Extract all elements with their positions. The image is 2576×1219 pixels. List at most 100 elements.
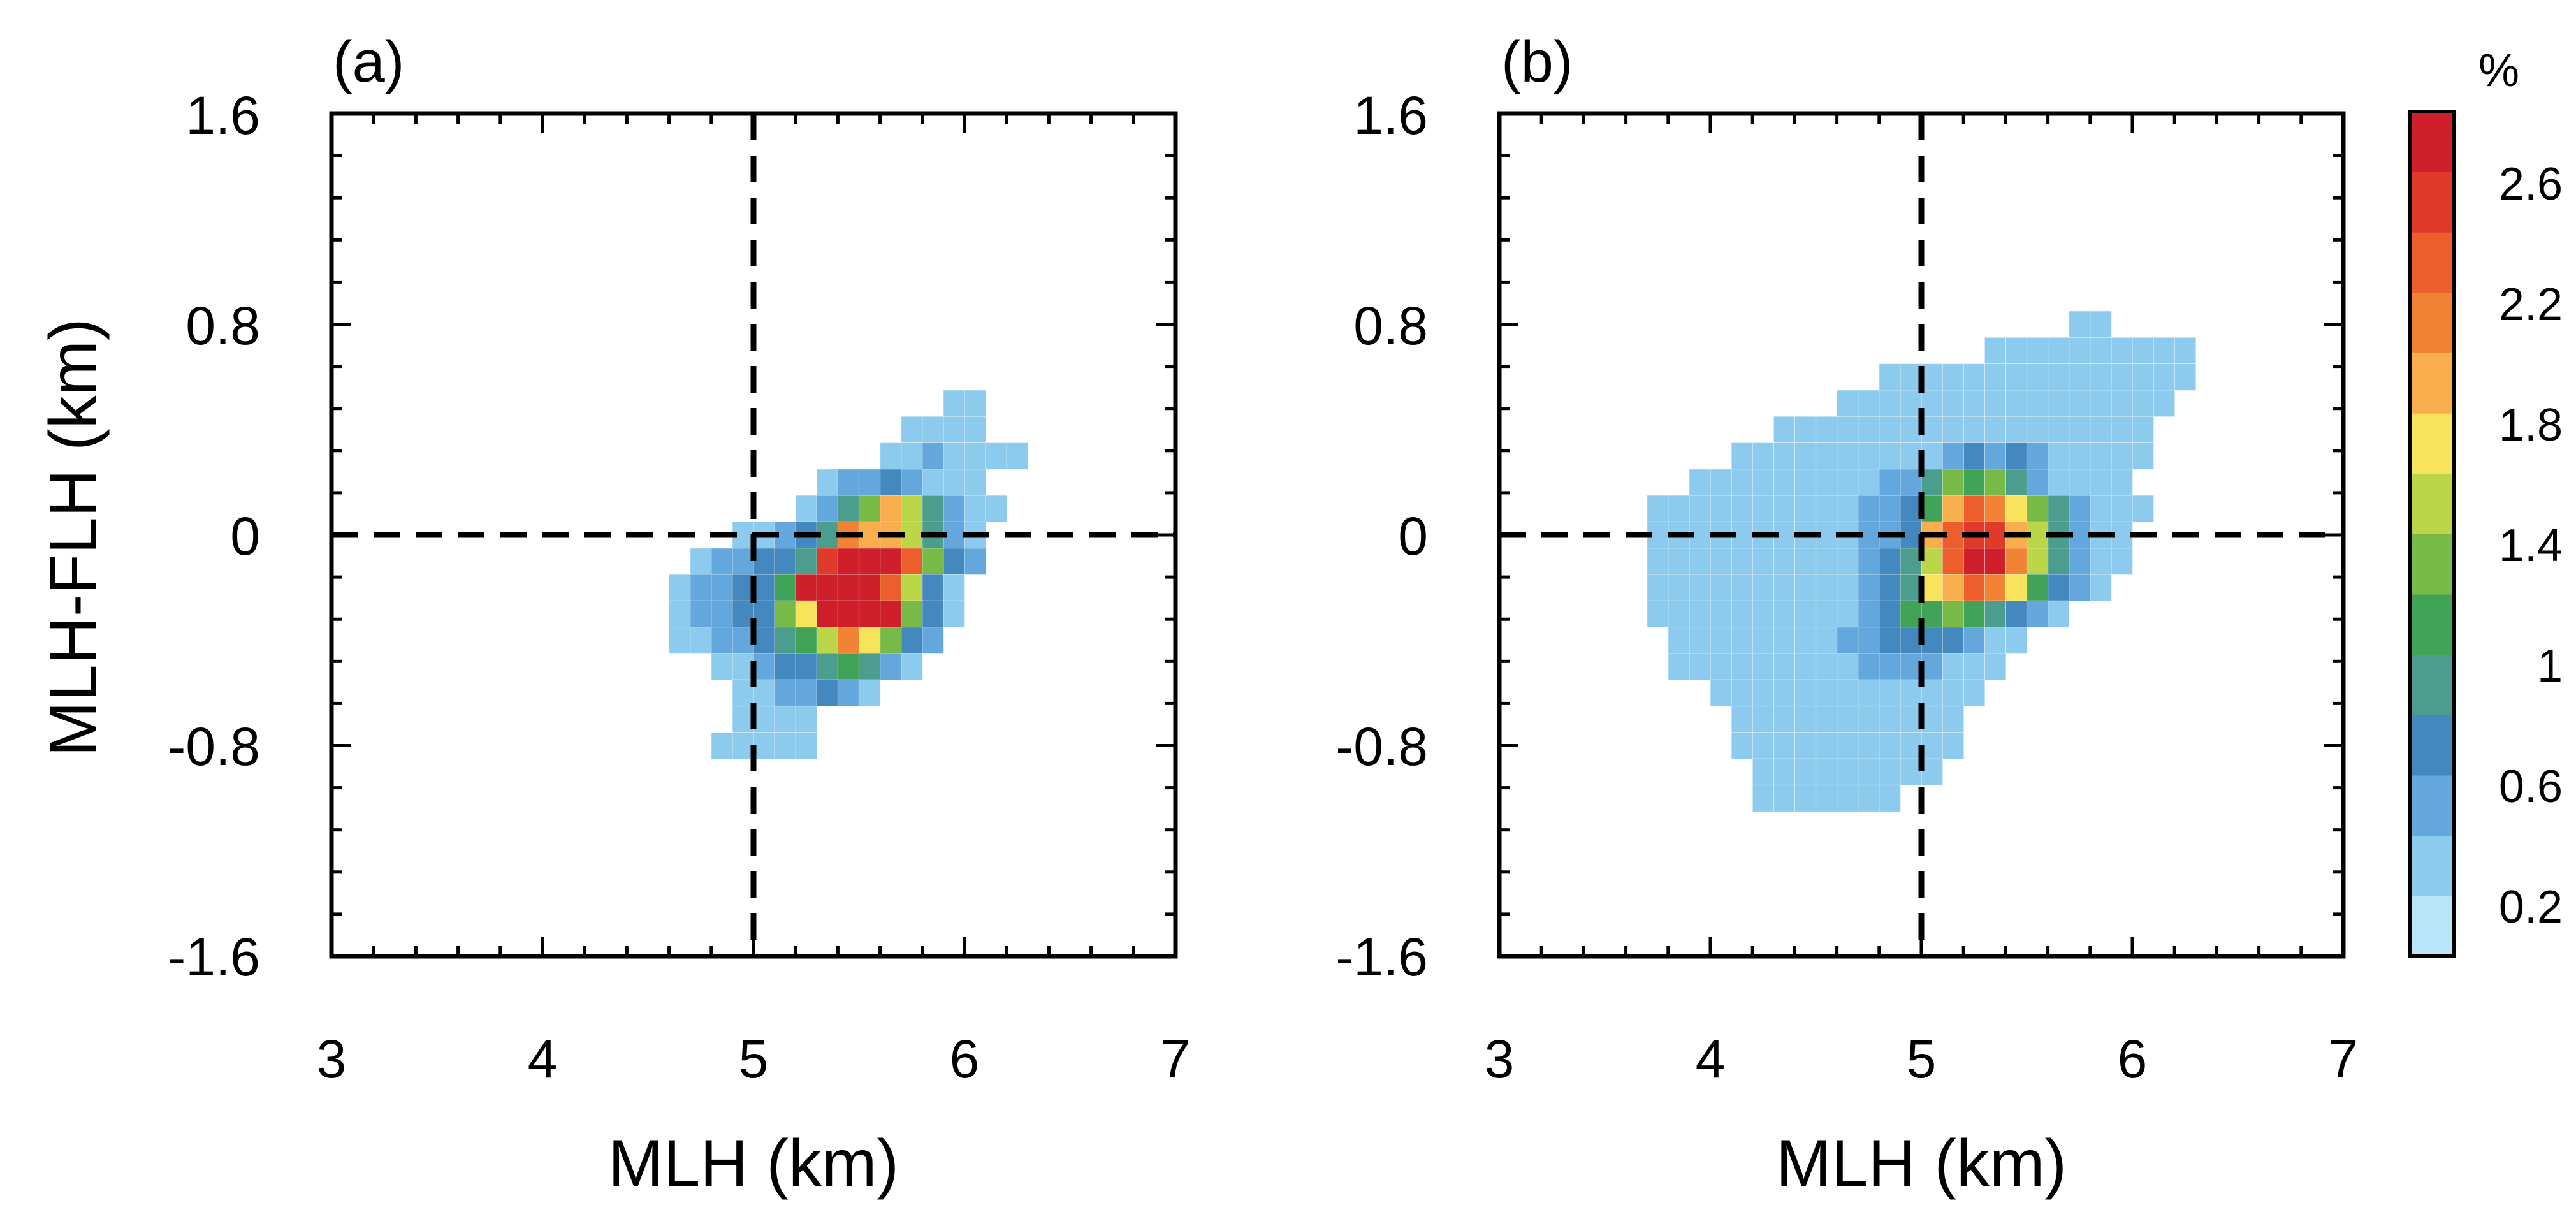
heatmap-cell (1773, 679, 1796, 707)
heatmap-cell (1794, 784, 1817, 813)
x-tick-label: 4 (1696, 1029, 1726, 1089)
heatmap-cell (1773, 600, 1796, 628)
heatmap-cell (1942, 390, 1965, 418)
heatmap-cell (2005, 548, 2028, 576)
heatmap-cell (1879, 574, 1902, 602)
heatmap-cell (1689, 469, 1712, 497)
heatmap-cell (816, 679, 839, 707)
colorbar-box (2410, 715, 2454, 776)
heatmap-cell (922, 626, 945, 655)
heatmap-cell (1942, 469, 1965, 497)
heatmap-cell (668, 600, 691, 628)
heatmap-cell (2069, 363, 2091, 391)
heatmap-cell (2153, 363, 2176, 391)
heatmap-cell (1837, 442, 1859, 470)
heatmap-cell (1837, 574, 1859, 602)
heatmap-cell (774, 548, 797, 576)
heatmap-cell (2005, 337, 2028, 365)
heatmap-cell (1984, 574, 2007, 602)
heatmap-cell (985, 442, 1008, 470)
heatmap-cell (1921, 626, 1944, 655)
heatmap-cell (2090, 416, 2113, 444)
x-tick-label: 4 (528, 1029, 558, 1089)
heatmap-cell (1921, 732, 1944, 760)
heatmap-cell (2111, 390, 2134, 418)
heatmap-cell (1858, 679, 1880, 707)
heatmap-cell (1963, 442, 1986, 470)
heatmap-cell (1731, 469, 1754, 497)
heatmap-cell (711, 732, 734, 760)
heatmap-cell (837, 574, 860, 602)
heatmap-cell (1815, 495, 1838, 523)
heatmap-cell (837, 469, 860, 497)
heatmap-cell (816, 548, 839, 576)
heatmap-cell (1710, 679, 1733, 707)
heatmap-cell (1858, 390, 1880, 418)
colorbar-box (2410, 534, 2454, 595)
heatmap-cell (2132, 390, 2155, 418)
heatmap-cell (2005, 574, 2028, 602)
heatmap-cell (1752, 784, 1775, 813)
colorbar-tick-label: 0.2 (2499, 882, 2563, 933)
heatmap-cell (816, 600, 839, 628)
heatmap-cell (2111, 495, 2134, 523)
colorbar-frame (2408, 110, 2456, 958)
heatmap-cell (2111, 337, 2134, 365)
heatmap-cell (2026, 469, 2049, 497)
heatmap-cell (1879, 416, 1902, 444)
heatmap-cell (2090, 363, 2113, 391)
heatmap-cell (1647, 600, 1669, 628)
colorbar-box (2410, 112, 2454, 173)
heatmap-cell (837, 548, 860, 576)
heatmap-cell (1921, 705, 1944, 734)
heatmap-cell (1942, 705, 1965, 734)
heatmap-cell (1879, 732, 1902, 760)
heatmap-cell (901, 495, 923, 523)
heatmap-cell (1837, 495, 1859, 523)
heatmap-cell (1900, 600, 1923, 628)
heatmap-cell (753, 548, 776, 576)
panel-b: (b) 1.6 0.8 0 -0.8 -1.6 3 4 5 6 7 MLH (k… (1335, 29, 2358, 1201)
heatmap-cell (1837, 469, 1859, 497)
heatmap-cell (2048, 469, 2070, 497)
heatmap-cell (1963, 363, 1986, 391)
heatmap-cell (711, 548, 734, 576)
colorbar: % 2.6 2.2 1.8 1.4 1 0.6 0.2 (2408, 45, 2563, 958)
heatmap-cell (1879, 626, 1902, 655)
colorbar-tick-label: 1.4 (2499, 520, 2563, 571)
heatmap-cell (2111, 548, 2134, 576)
heatmap-cell (732, 732, 755, 760)
heatmap-cell (2005, 363, 2028, 391)
heatmap-cell (1879, 548, 1902, 576)
heatmap-cell (1647, 574, 1669, 602)
heatmap-cell (1942, 653, 1965, 681)
heatmap-cell (1668, 495, 1691, 523)
heatmap-cell (2132, 337, 2155, 365)
heatmap-cell (1752, 626, 1775, 655)
heatmap-cell (1815, 626, 1838, 655)
heatmap-cell (2069, 337, 2091, 365)
heatmap-cell (1773, 784, 1796, 813)
heatmap-cell (2153, 337, 2176, 365)
heatmap-cell (753, 600, 776, 628)
heatmap-cell (1942, 495, 1965, 523)
heatmap-cell (795, 653, 818, 681)
heatmap-cell (1984, 416, 2007, 444)
heatmap-cell (2153, 390, 2176, 418)
heatmap-cell (2005, 626, 2028, 655)
heatmap-cell (2005, 495, 2028, 523)
heatmap-cell (1942, 600, 1965, 628)
heatmap-cell (1668, 626, 1691, 655)
heatmap-cell (1752, 758, 1775, 786)
heatmap-cell (943, 600, 966, 628)
heatmap-cell (1984, 600, 2007, 628)
y-tick-label: 1.6 (1353, 85, 1428, 145)
heatmap-cell (2069, 469, 2091, 497)
colorbar-tick-labels: 2.6 2.2 1.8 1.4 1 0.6 0.2 (2499, 159, 2563, 933)
heatmap-cell (1942, 679, 1965, 707)
heatmap-cell (1879, 600, 1902, 628)
heatmap-cell (753, 626, 776, 655)
heatmap-cell (1647, 548, 1669, 576)
heatmap-cell (1858, 653, 1880, 681)
heatmap-cell (1921, 363, 1944, 391)
